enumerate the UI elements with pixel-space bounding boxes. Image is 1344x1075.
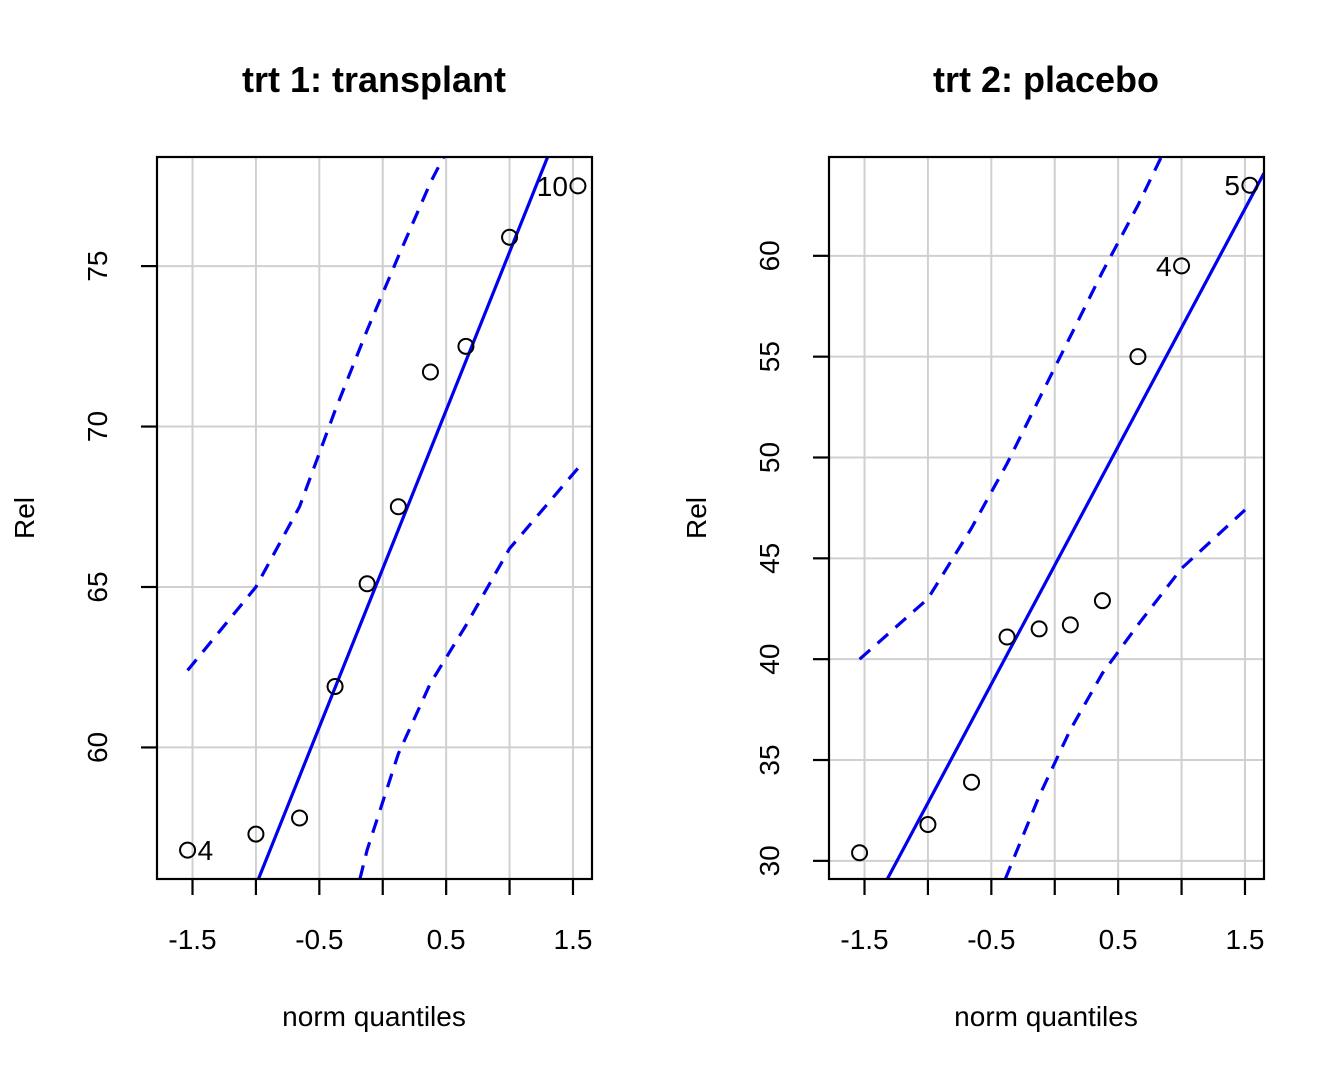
data-point [326, 677, 344, 695]
data-point [998, 628, 1016, 646]
confidence-envelope-upper [186, 157, 446, 672]
data-point [291, 809, 309, 827]
point-label: 4 [1156, 251, 1172, 282]
panel-title: trt 1: transplant [242, 59, 506, 100]
data-point [1173, 257, 1191, 275]
plot-area [186, 157, 580, 879]
confidence-envelope-lower [1003, 508, 1247, 879]
data-point [501, 228, 519, 246]
y-tick-label: 65 [82, 571, 113, 602]
confidence-envelope-lower [358, 467, 580, 879]
y-tick-label: 60 [754, 240, 785, 271]
x-axis-label: norm quantiles [282, 1001, 466, 1032]
data-point [851, 844, 869, 862]
panel-title: trt 2: placebo [933, 59, 1159, 100]
data-point [1241, 176, 1259, 194]
data-point [457, 337, 475, 355]
y-axis-label: Rel [681, 497, 712, 539]
x-tick-label: -0.5 [967, 924, 1015, 955]
point-label: 10 [537, 171, 568, 202]
data-point [963, 773, 981, 791]
x-tick-label: 1.5 [554, 924, 593, 955]
data-point [247, 825, 265, 843]
x-tick-label: 0.5 [1099, 924, 1138, 955]
reference-line [256, 157, 550, 879]
y-tick-label: 70 [82, 411, 113, 442]
plot-frame [155, 155, 594, 881]
data-point [421, 363, 439, 381]
data-point [1129, 348, 1147, 366]
point-label: 4 [198, 835, 214, 866]
panel-transplant: trt 1: transplant norm quantiles Rel 4 10… [9, 59, 594, 1032]
y-axis-label: Rel [9, 497, 40, 539]
x-tick-label: -1.5 [168, 924, 216, 955]
y-tick-label: 60 [82, 732, 113, 763]
x-axis-label: norm quantiles [954, 1001, 1138, 1032]
x-tick-label: 0.5 [427, 924, 466, 955]
panel-placebo: trt 2: placebo norm quantiles Rel 45-1.5… [681, 59, 1266, 1032]
reference-line [885, 172, 1264, 879]
confidence-envelope-upper [858, 157, 1163, 661]
data-point [1030, 620, 1048, 638]
plot-frame [827, 155, 1266, 881]
y-tick-label: 75 [82, 251, 113, 282]
data-point [179, 841, 197, 859]
x-tick-label: -0.5 [295, 924, 343, 955]
data-point [389, 498, 407, 516]
y-tick-label: 30 [754, 845, 785, 876]
y-tick-label: 50 [754, 442, 785, 473]
y-tick-label: 45 [754, 543, 785, 574]
y-tick-label: 35 [754, 744, 785, 775]
data-point [569, 177, 587, 195]
data-point [1061, 616, 1079, 634]
point-label: 5 [1224, 170, 1240, 201]
y-tick-label: 40 [754, 644, 785, 675]
data-point [358, 575, 376, 593]
x-tick-label: 1.5 [1226, 924, 1265, 955]
y-tick-label: 55 [754, 341, 785, 372]
data-point [919, 816, 937, 834]
data-point [1093, 592, 1111, 610]
x-tick-label: -1.5 [840, 924, 888, 955]
plot-area [858, 157, 1264, 879]
